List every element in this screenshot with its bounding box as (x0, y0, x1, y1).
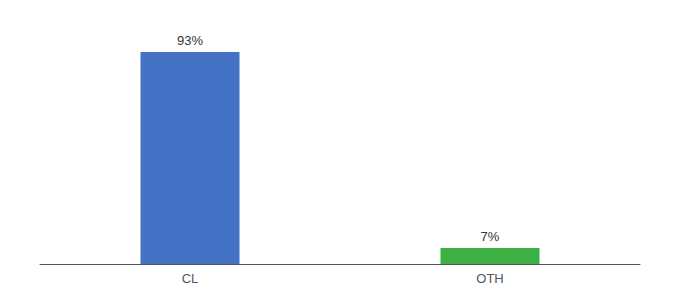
svg-text:OTH: OTH (476, 271, 503, 286)
svg-text:CL: CL (182, 271, 199, 286)
svg-text:93%: 93% (177, 33, 203, 48)
svg-text:7%: 7% (481, 229, 500, 244)
